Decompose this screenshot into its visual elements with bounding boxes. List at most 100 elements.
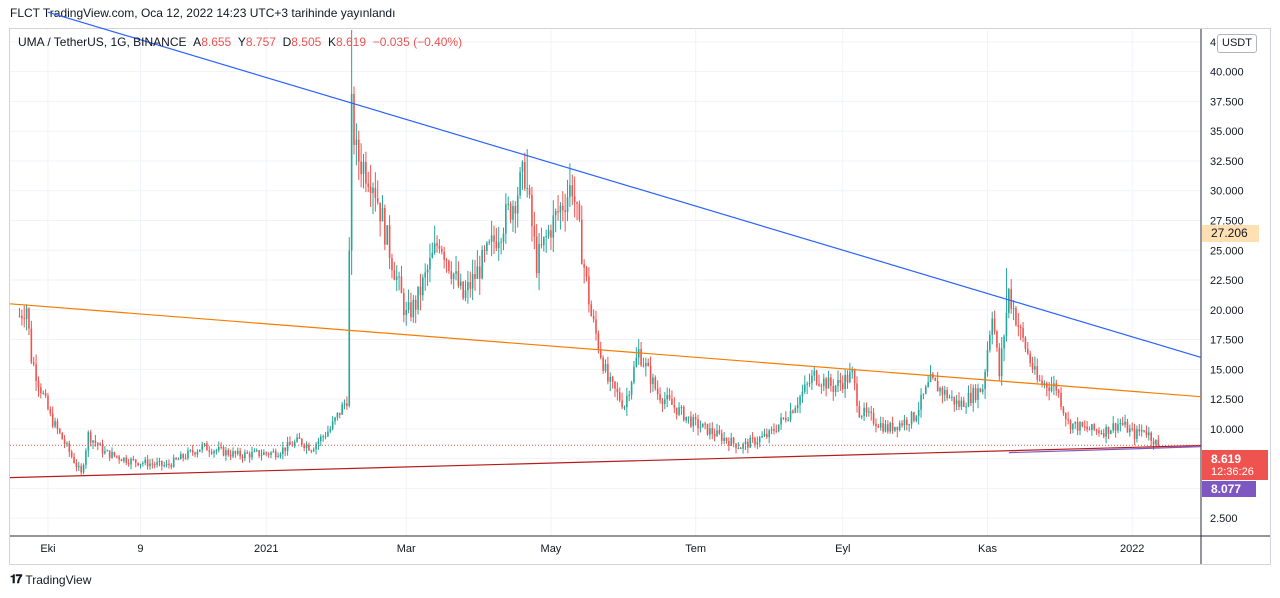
candle-body xyxy=(820,385,823,387)
candle-body xyxy=(199,449,201,452)
candle-body xyxy=(509,203,512,220)
candle-body xyxy=(229,454,232,457)
candle-body xyxy=(505,204,507,234)
candle-body xyxy=(327,431,329,437)
candle-body xyxy=(393,270,396,280)
y-tick-label: 32.500 xyxy=(1210,156,1244,168)
candle-body xyxy=(1019,326,1022,328)
candle-body xyxy=(514,206,517,214)
candle-body xyxy=(319,436,322,442)
symbol-name: UMA / TetherUS, 1G, BINANCE xyxy=(18,35,187,49)
candle-body xyxy=(1015,308,1017,325)
candle-body xyxy=(735,443,737,449)
candle-body xyxy=(1024,337,1027,349)
candle-body xyxy=(682,406,685,421)
candle-body xyxy=(1027,348,1029,354)
candle-body xyxy=(611,376,614,382)
candle-body xyxy=(142,463,144,465)
candle-body xyxy=(66,443,68,445)
candle-body xyxy=(75,463,78,468)
candle-body xyxy=(690,416,692,427)
candle-body xyxy=(974,387,977,400)
candle-body xyxy=(972,387,975,404)
candle-body xyxy=(1064,413,1067,420)
candle-body xyxy=(801,391,804,397)
candle-body xyxy=(1038,379,1041,381)
candle-body xyxy=(924,386,927,394)
candle-body xyxy=(365,161,367,184)
candle-body xyxy=(749,437,752,448)
candle-body xyxy=(822,378,825,387)
candle-body xyxy=(431,252,434,258)
candle-body xyxy=(134,459,137,463)
candle-body xyxy=(1041,380,1043,384)
candle-body xyxy=(884,424,887,432)
candle-body xyxy=(1076,421,1079,431)
candle-body xyxy=(40,387,42,394)
candle-body xyxy=(187,450,189,458)
candle-body xyxy=(948,397,951,399)
candle-body xyxy=(789,410,792,420)
candle-body xyxy=(61,432,63,440)
candle-body xyxy=(751,437,754,439)
candle-body xyxy=(903,419,906,426)
candle-body xyxy=(450,271,453,280)
candle-body xyxy=(1124,421,1126,425)
x-tick-label: Mar xyxy=(397,543,416,555)
candle-body xyxy=(303,444,305,449)
candle-body xyxy=(618,392,621,401)
candle-body xyxy=(1034,366,1036,370)
candle-body xyxy=(502,233,505,242)
candle-body xyxy=(483,250,486,252)
candle-body xyxy=(1062,407,1065,414)
candle-body xyxy=(215,450,218,452)
candle-body xyxy=(747,441,749,448)
candle-body xyxy=(566,197,569,213)
candle-body xyxy=(526,188,529,190)
candle-body xyxy=(846,374,849,383)
candle-body xyxy=(104,451,106,454)
candle-body xyxy=(35,364,37,381)
candle-body xyxy=(697,419,699,429)
reference-price-badge: 27.206 xyxy=(1202,225,1259,242)
currency-button[interactable]: USDT xyxy=(1217,34,1257,53)
candle-body xyxy=(998,347,1001,377)
candle-body xyxy=(906,419,908,425)
candle-body xyxy=(85,450,87,465)
candle-body xyxy=(1012,308,1015,310)
candle-body xyxy=(811,375,813,383)
candle-body xyxy=(711,428,714,435)
candle-body xyxy=(877,426,880,428)
candle-body xyxy=(856,383,858,406)
candle-body xyxy=(70,452,73,457)
candle-body xyxy=(478,266,481,279)
candle-body xyxy=(63,439,66,445)
candle-body xyxy=(853,370,856,384)
candle-body xyxy=(464,290,467,299)
candle-body xyxy=(559,205,562,213)
candle-body xyxy=(1072,423,1074,430)
candle-body xyxy=(754,438,756,445)
candle-body xyxy=(315,444,317,450)
candle-body xyxy=(196,451,199,455)
candle-body xyxy=(462,281,464,299)
candle-body xyxy=(172,457,175,467)
candle-body xyxy=(554,211,557,216)
candle-body xyxy=(535,236,538,274)
trendline xyxy=(9,303,1202,398)
candle-body xyxy=(910,412,913,425)
candle-body xyxy=(25,308,28,320)
candle-body xyxy=(89,432,92,443)
y-tick-label: 25.000 xyxy=(1210,245,1244,257)
candle-body xyxy=(452,273,455,280)
candle-body xyxy=(56,421,59,429)
candle-body xyxy=(433,243,436,253)
footer[interactable]: 𝟏𝟕 TradingView xyxy=(10,572,91,587)
candle-body xyxy=(1157,439,1160,446)
candle-body xyxy=(780,417,782,425)
symbol-legend: UMA / TetherUS, 1G, BINANCE A8.655 Y8.75… xyxy=(18,35,462,49)
candle-body xyxy=(521,162,524,172)
candle-body xyxy=(785,417,787,421)
candle-body xyxy=(220,446,222,448)
